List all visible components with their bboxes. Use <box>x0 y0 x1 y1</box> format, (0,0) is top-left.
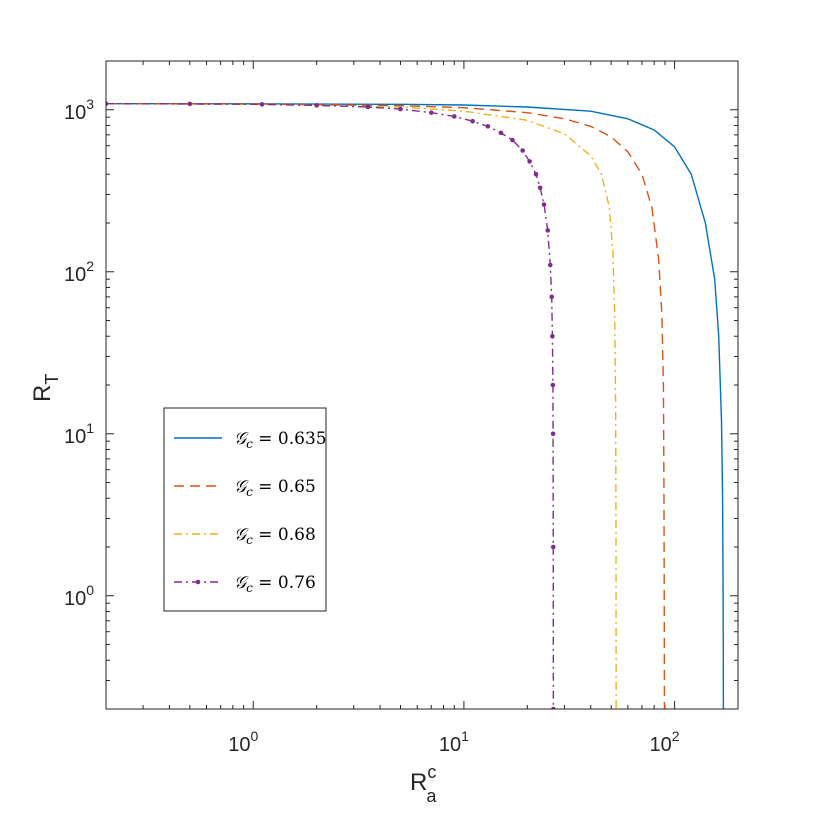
y-tick-label-base: 10 <box>64 426 86 448</box>
legend-subscript: c <box>246 437 253 451</box>
legend-box <box>163 407 327 612</box>
x-axis-label-sub: a <box>426 786 437 806</box>
series-point-0.76 <box>551 706 556 709</box>
series-line-0.635 <box>106 103 725 709</box>
series-point-0.76 <box>550 544 556 550</box>
y-tick-label: 103 <box>64 96 94 124</box>
series-point-0.76 <box>537 185 543 191</box>
y-tick-label-exp: 1 <box>86 420 94 436</box>
y-tick-label: 100 <box>64 582 94 610</box>
x-axis-label-main: R <box>410 769 427 796</box>
plot-background <box>106 61 738 709</box>
series-point-0.76 <box>314 103 319 108</box>
series-point-0.76 <box>550 333 555 339</box>
series-point-0.76 <box>550 431 556 437</box>
y-tick-label: 101 <box>64 420 94 448</box>
legend-value: 0.68 <box>278 525 316 545</box>
legend-subscript: c <box>246 581 253 595</box>
y-tick-label-exp: 3 <box>86 96 94 112</box>
x-axis-label: Rc a <box>410 762 437 806</box>
series-point-0.76 <box>259 102 265 107</box>
series-point-0.76 <box>549 294 554 300</box>
y-tick-label-base: 10 <box>64 588 86 610</box>
y-axis-label: RT <box>29 374 62 402</box>
series-point-0.76 <box>428 110 434 115</box>
legend-label: 𝒢c = 0.635 <box>234 429 327 451</box>
legend-subscript: c <box>246 533 253 547</box>
x-tick-label: 101 <box>439 728 469 756</box>
x-tick-label: 100 <box>228 728 258 756</box>
plot-frame <box>105 60 739 710</box>
series-point-0.76 <box>498 130 504 136</box>
x-tick-label: 102 <box>650 728 680 756</box>
y-tick-label: 102 <box>64 258 94 286</box>
legend-symbol: 𝒢 <box>234 525 249 545</box>
legend-equals: = <box>253 525 278 545</box>
legend-label: 𝒢c = 0.68 <box>234 525 316 547</box>
series-point-0.76 <box>470 118 475 124</box>
x-axis-label-sup: c <box>427 762 436 782</box>
series-point-0.76 <box>533 171 539 177</box>
series-point-0.76 <box>520 148 525 153</box>
legend-symbol: 𝒢 <box>234 573 249 593</box>
y-tick-label-exp: 0 <box>86 582 94 598</box>
legend-equals: = <box>253 429 278 449</box>
series-point-0.76 <box>550 382 556 388</box>
series-point-0.76 <box>187 101 193 107</box>
x-tick-label-base: 10 <box>439 734 461 756</box>
y-tick-label-base: 10 <box>64 264 86 286</box>
series-point-0.76 <box>451 114 457 119</box>
legend-value: 0.65 <box>278 477 316 497</box>
series-point-0.76 <box>106 101 109 106</box>
legend-value: 0.76 <box>278 573 316 593</box>
series-layer <box>106 101 725 709</box>
legend-equals: = <box>253 573 278 593</box>
legend-equals: = <box>253 477 278 497</box>
y-axis-label-main: R <box>29 385 56 402</box>
x-tick-label-exp: 0 <box>250 728 258 744</box>
legend-symbol: 𝒢 <box>234 429 249 449</box>
series-point-0.76 <box>365 104 371 110</box>
legend-subscript: c <box>246 485 253 499</box>
legend-label: 𝒢c = 0.76 <box>234 573 316 595</box>
x-tick-label-exp: 1 <box>461 728 469 744</box>
x-tick-label-exp: 2 <box>672 728 680 744</box>
series-line-0.68 <box>106 103 617 709</box>
y-axis-label-sub: T <box>42 374 62 385</box>
series-point-0.76 <box>541 202 547 207</box>
series-point-0.76 <box>510 137 515 143</box>
series-point-0.76 <box>485 124 491 129</box>
legend-value: 0.635 <box>278 429 327 449</box>
ticks-layer <box>106 61 738 709</box>
series-point-0.76 <box>547 262 553 268</box>
y-tick-label-base: 10 <box>64 102 86 124</box>
series-line-0.65 <box>106 103 666 709</box>
series-point-0.76 <box>398 106 403 112</box>
legend-marker-0.76 <box>195 579 201 585</box>
series-point-0.76 <box>527 159 532 164</box>
y-tick-label-exp: 2 <box>86 258 94 274</box>
legend-label: 𝒢c = 0.65 <box>234 477 316 499</box>
series-point-0.76 <box>545 228 551 233</box>
x-tick-label-base: 10 <box>650 734 672 756</box>
x-tick-label-base: 10 <box>228 734 250 756</box>
legend-symbol: 𝒢 <box>234 477 249 497</box>
